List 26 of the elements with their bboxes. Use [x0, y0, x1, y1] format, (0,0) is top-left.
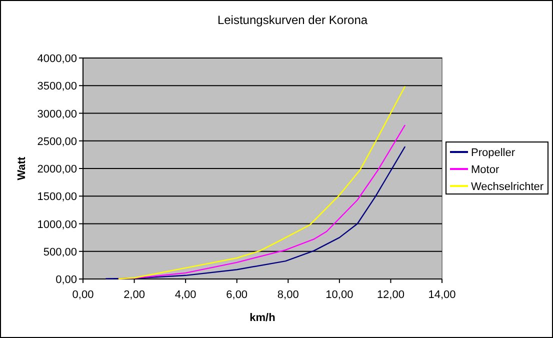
legend-label: Propeller	[471, 147, 516, 159]
y-tick-label: 2500,00	[37, 136, 77, 148]
line-series	[105, 146, 406, 280]
x-tick-label: 12,00	[376, 289, 404, 301]
legend-label: Motor	[471, 164, 500, 176]
y-tick-label: 4000,00	[37, 53, 77, 65]
y-tick-label: 500,00	[43, 246, 77, 258]
y-axis-title: Watt	[16, 156, 28, 180]
x-tick-label: 10,00	[326, 289, 354, 301]
x-tick-label: 14,00	[428, 289, 456, 301]
x-tick-label: 4,00	[174, 289, 196, 301]
y-tick-label: 0,00	[56, 274, 77, 286]
line-series	[118, 124, 406, 280]
line-series	[118, 86, 406, 280]
x-tick-label: 0,00	[72, 289, 94, 301]
y-tick-label: 3500,00	[37, 80, 77, 93]
x-tick-label: 8,00	[277, 289, 299, 301]
x-tick-label: 2,00	[124, 289, 145, 301]
legend-label: Wechselrichter	[471, 181, 544, 193]
y-tick-label: 2000,00	[37, 164, 77, 176]
chart-title: Leistungskurven der Korona	[217, 13, 368, 27]
y-tick-label: 1500,00	[37, 191, 77, 204]
y-tick-label: 1000,00	[37, 218, 77, 231]
x-axis-title: km/h	[250, 312, 276, 324]
x-tick-label: 6,00	[226, 289, 248, 301]
y-tick-label: 3000,00	[37, 108, 77, 120]
